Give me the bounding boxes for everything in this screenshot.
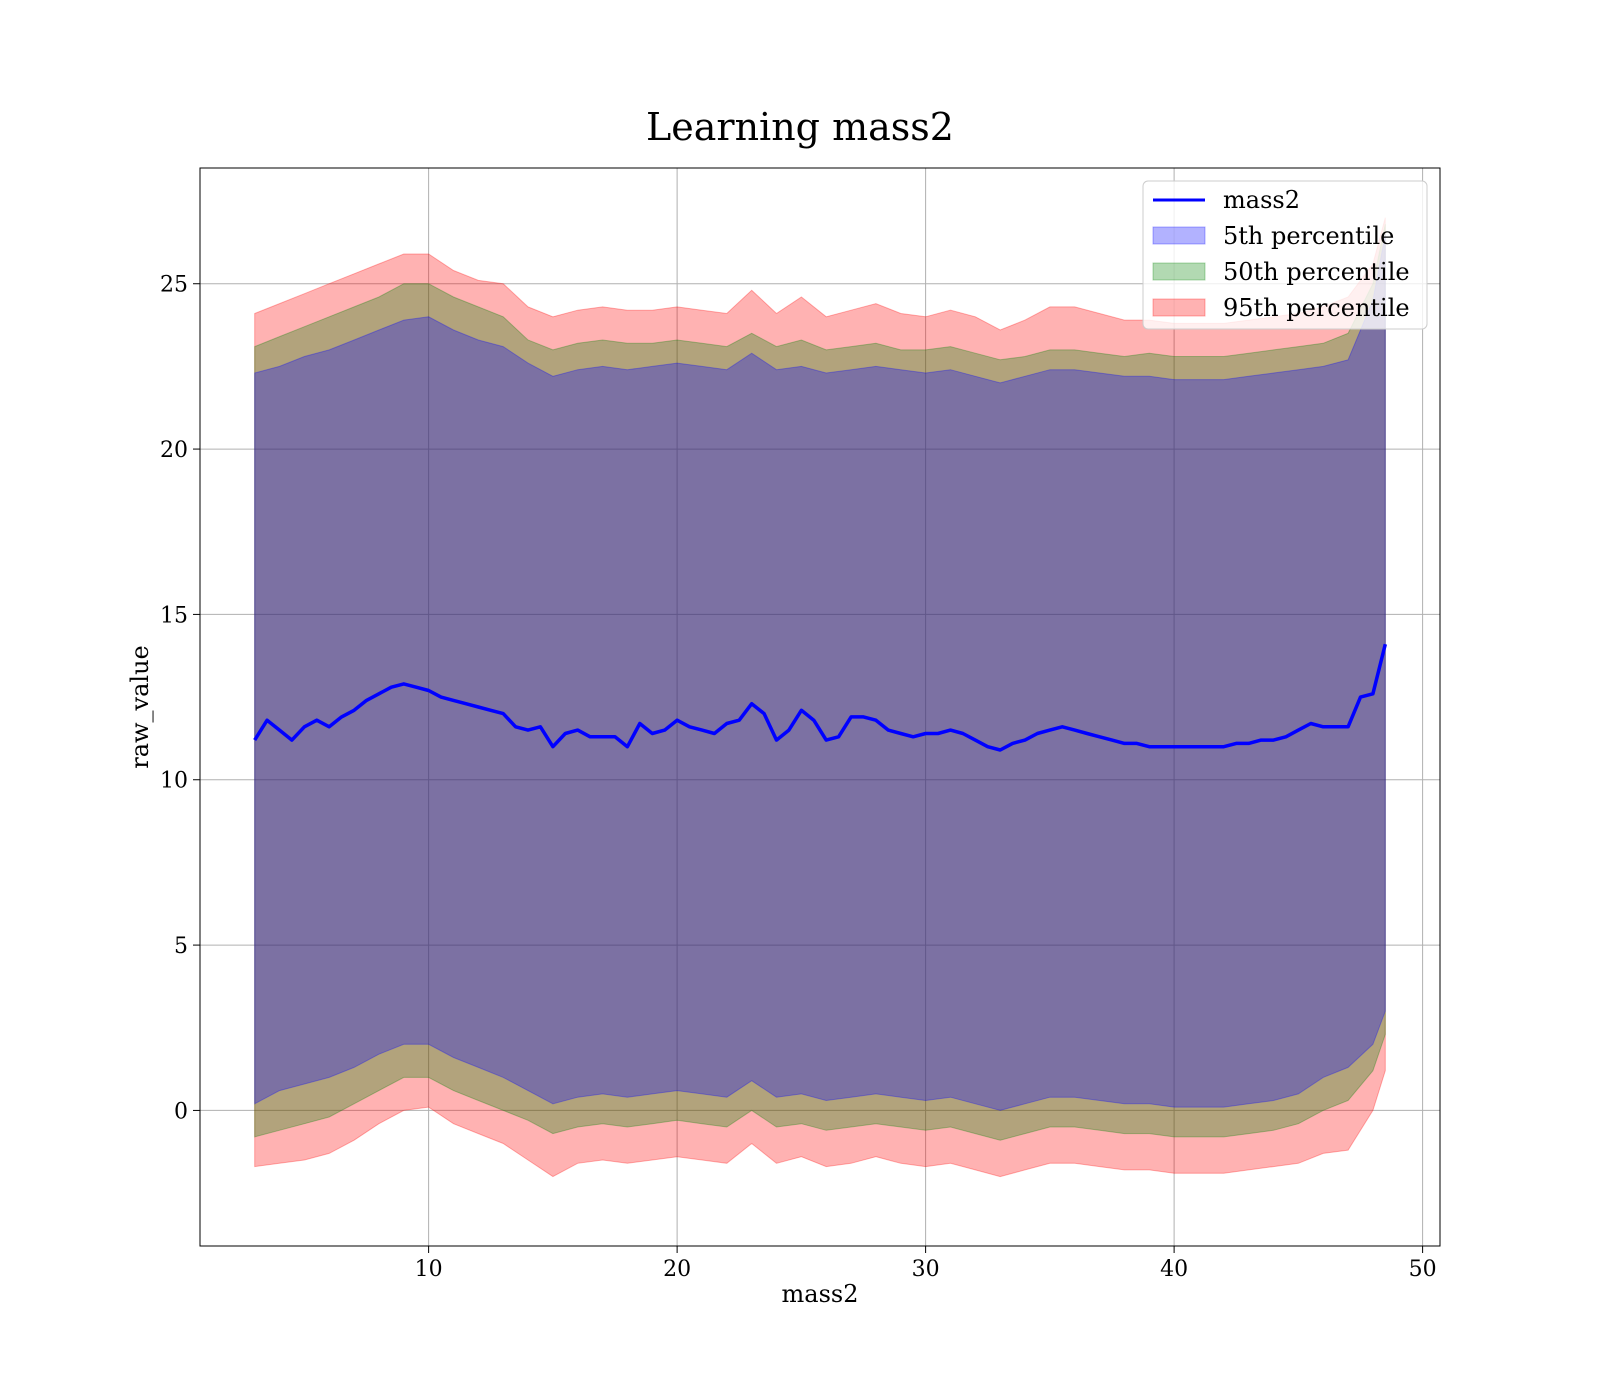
grid <box>200 168 1440 1246</box>
series-line <box>253 643 1387 752</box>
legend-swatch-p95 <box>1152 298 1206 317</box>
legend-swatch-p5 <box>1152 226 1206 245</box>
band-5th-percentile <box>254 234 1386 1111</box>
x-tick-label: 40 <box>1160 1257 1188 1282</box>
y-tick-label: 10 <box>160 769 188 794</box>
legend-label-p50: 50th percentile <box>1223 258 1410 286</box>
legend-label-p5: 5th percentile <box>1223 222 1394 250</box>
percentile-bands <box>254 217 1386 1178</box>
chart-title: Learning mass2 <box>646 105 954 149</box>
y-tick-label: 25 <box>160 273 188 298</box>
legend: mass2 5th percentile 50th percentile 95t… <box>1142 180 1428 330</box>
legend-label-line: mass2 <box>1223 186 1300 214</box>
legend-label-p95: 95th percentile <box>1223 294 1410 322</box>
y-axis-ticks: 0 5 10 15 20 25 <box>160 273 200 1124</box>
x-axis-label: mass2 <box>782 1280 859 1308</box>
band-95th-percentile <box>254 217 1386 1178</box>
x-tick-label: 30 <box>912 1257 940 1282</box>
legend-swatch-p50 <box>1152 262 1206 281</box>
legend-frame <box>1142 180 1428 330</box>
x-tick-label: 10 <box>415 1257 443 1282</box>
y-tick-label: 0 <box>174 1099 188 1124</box>
y-axis-label: raw_value <box>126 645 154 769</box>
x-axis-ticks: 10 20 30 40 50 <box>415 1246 1437 1282</box>
x-tick-label: 50 <box>1409 1257 1437 1282</box>
y-tick-label: 20 <box>160 438 188 463</box>
band-50th-percentile <box>254 224 1386 1141</box>
x-tick-label: 20 <box>663 1257 691 1282</box>
plot-frame <box>199 167 1441 1247</box>
y-tick-label: 5 <box>174 934 188 959</box>
y-tick-label: 15 <box>160 603 188 628</box>
mass2-line <box>253 643 1387 752</box>
